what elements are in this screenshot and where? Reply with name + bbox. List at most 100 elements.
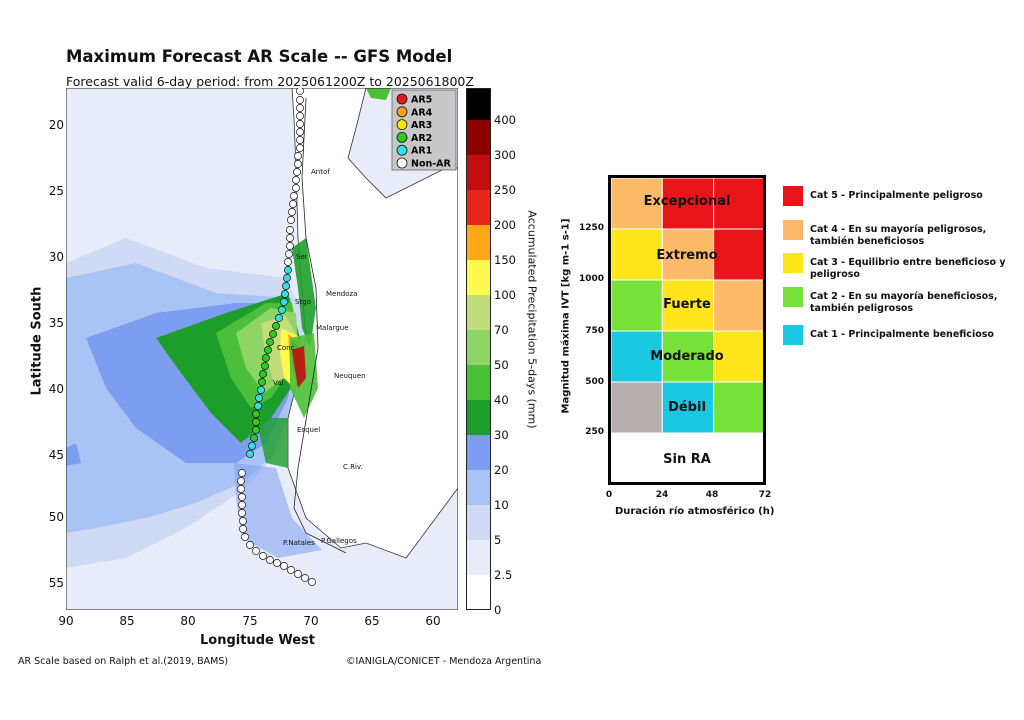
risk-cell (713, 432, 766, 485)
colorbar-segment (466, 575, 491, 610)
colorbar-segment (466, 155, 491, 190)
map-x-axis-label: Longitude West (200, 633, 315, 648)
category-swatch (783, 253, 803, 273)
risk-cell (661, 177, 715, 230)
map-x-tick: 85 (119, 614, 135, 628)
map-y-tick: 50 (48, 510, 64, 524)
ar-point (241, 533, 249, 541)
ar-point (301, 574, 309, 582)
colorbar-segment (466, 435, 491, 470)
risk-y-tick: 750 (585, 326, 604, 336)
risk-level-label: Extremo (656, 248, 718, 263)
map-y-tick: 45 (48, 448, 64, 462)
ar-point (264, 346, 272, 354)
ar-point (262, 354, 270, 362)
colorbar-tick: 5 (494, 533, 502, 547)
category-swatch (783, 220, 803, 240)
colorbar-tick: 2.5 (494, 568, 513, 582)
colorbar-tick: 0 (494, 603, 502, 617)
ar-point (281, 290, 289, 298)
colorbar-segment (466, 295, 491, 330)
risk-cell (713, 381, 766, 434)
city-label-esquel: Esquel (297, 426, 320, 434)
colorbar-tick: 300 (494, 148, 516, 162)
risk-cell (713, 279, 766, 332)
ar-point (238, 509, 246, 517)
ar-point (259, 552, 267, 560)
colorbar-tick: 50 (494, 358, 509, 372)
risk-matrix-x-label: Duración río atmosférico (h) (615, 506, 775, 517)
risk-cell (610, 381, 663, 434)
map-x-tick: 90 (58, 614, 74, 628)
city-label-rio-gallegos: P.Gallegos (321, 537, 357, 545)
footer-credit: ©IANIGLA/CONICET - Mendoza Argentina (346, 656, 542, 667)
ar-point (296, 112, 304, 120)
category-swatch (783, 325, 803, 345)
risk-cell (661, 432, 715, 485)
map-x-tick: 65 (364, 614, 380, 628)
ar-point (252, 418, 260, 426)
map-y-tick: 30 (48, 250, 64, 264)
ar-legend-marker (396, 144, 408, 156)
city-label-concepcion: Conc (277, 344, 295, 352)
colorbar-tick: 30 (494, 428, 509, 442)
ar-legend-marker (396, 119, 408, 130)
colorbar-tick: 70 (494, 323, 509, 337)
ar-point (261, 362, 269, 370)
ar-point (288, 208, 296, 216)
ar-point (280, 298, 288, 306)
ar-point (296, 144, 304, 152)
risk-cell (661, 330, 715, 383)
ar-legend-marker (396, 106, 408, 118)
risk-cell (713, 228, 766, 281)
category-label: Cat 3 - Equilibrio entre beneficioso y p… (810, 257, 1006, 280)
city-label-malargue: Malargue (316, 324, 349, 332)
ar-point (292, 184, 300, 192)
ar-point (238, 469, 246, 477)
risk-cell (713, 177, 766, 230)
ar-point (239, 517, 247, 525)
colorbar-label: Accumulated Precipitation 5-days (mm) (525, 210, 539, 429)
ar-point (292, 176, 300, 184)
ar-point (294, 160, 302, 168)
map-y-tick: 20 (48, 118, 64, 132)
colorbar-segment (466, 225, 491, 260)
ar-point (286, 226, 294, 234)
colorbar-segment (466, 330, 491, 365)
risk-y-tick: 250 (585, 427, 604, 437)
ar-point (275, 314, 283, 322)
ar-point (255, 394, 263, 402)
precip-colorbar (466, 88, 491, 610)
precip-patagonia (234, 463, 322, 558)
map-x-tick: 75 (242, 614, 258, 628)
ar-point (239, 525, 247, 533)
map-title: Maximum Forecast AR Scale -- GFS Model (66, 47, 453, 66)
map-x-tick: 60 (425, 614, 441, 628)
ar-point (296, 128, 304, 136)
risk-matrix-frame (608, 175, 766, 485)
ar-point (296, 104, 304, 112)
ar-point (258, 378, 266, 386)
ar-point (287, 216, 295, 224)
risk-level-label: Moderado (650, 349, 724, 364)
ar-point (284, 266, 292, 274)
colorbar-frame (466, 88, 491, 610)
ar-point (238, 501, 246, 509)
map-y-axis-label: Latitude South (29, 286, 45, 396)
colorbar-segment (466, 260, 491, 295)
ar-point (237, 477, 245, 485)
map-subtitle: Forecast valid 6-day period: from 202506… (66, 74, 474, 89)
colorbar-segment (466, 470, 491, 505)
ar-legend-label: AR2 (411, 133, 432, 144)
category-label: Cat 4 - En su mayoría peligrosos, tambié… (810, 224, 987, 247)
colorbar-tick: 250 (494, 183, 516, 197)
ar-point (248, 442, 256, 450)
risk-cell (610, 279, 663, 332)
precip-andes-south (256, 418, 288, 468)
ar-point (286, 234, 294, 242)
category-swatch (783, 186, 803, 206)
city-label-antofagasta: Antof (311, 168, 330, 176)
colorbar-segment (466, 190, 491, 225)
risk-y-tick: 1000 (578, 274, 604, 284)
